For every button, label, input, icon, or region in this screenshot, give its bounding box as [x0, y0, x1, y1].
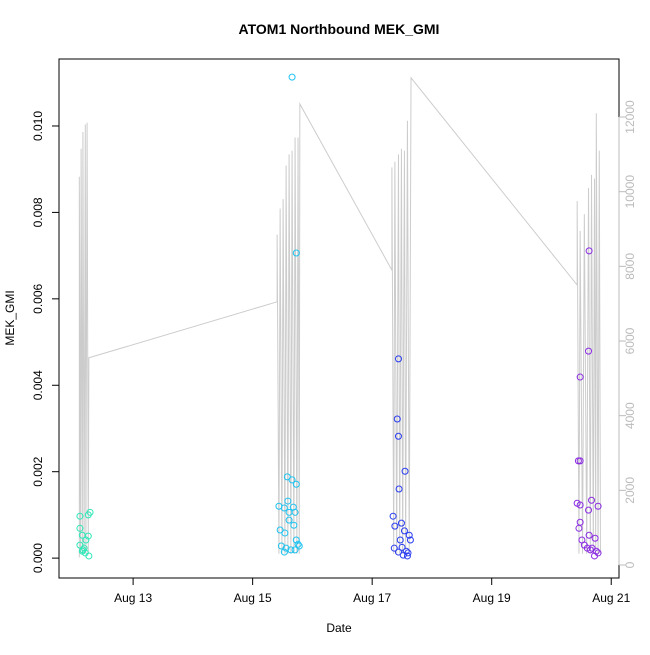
data-point [85, 552, 93, 560]
data-point [282, 544, 290, 552]
data-point [398, 543, 406, 551]
data-point [288, 73, 296, 81]
x-axis-label: Date [326, 621, 352, 635]
data-point [406, 536, 414, 544]
y2-tick-label: 8000 [623, 253, 637, 280]
y-axis-label: MEK_GMI [3, 290, 17, 345]
data-point [281, 529, 289, 537]
data-point [394, 548, 402, 556]
data-point [585, 347, 593, 355]
data-point [290, 521, 298, 529]
data-point [79, 546, 87, 554]
y2-tick-label: 4000 [623, 402, 637, 429]
data-point [400, 527, 408, 535]
y2-tick-label: 10000 [623, 175, 637, 209]
data-point [292, 249, 300, 257]
y-tick-label: 0.004 [31, 370, 45, 400]
data-point [585, 247, 593, 255]
data-point [283, 473, 291, 481]
y2-tick-label: 2000 [623, 477, 637, 504]
y-tick-label: 0.008 [31, 197, 45, 227]
data-point [291, 546, 299, 554]
data-point [82, 536, 90, 544]
y-tick-label: 0.010 [31, 111, 45, 141]
data-point [405, 531, 413, 539]
data-point [585, 531, 593, 539]
data-point [76, 524, 84, 532]
data-point [588, 496, 596, 504]
data-point [576, 457, 584, 465]
y2-tick-label: 12000 [623, 100, 637, 134]
data-point [591, 534, 599, 542]
data-point [575, 524, 583, 532]
data-point [399, 551, 407, 559]
data-point [292, 536, 300, 544]
data-point [276, 526, 284, 534]
data-point [76, 512, 84, 520]
plot-frame [58, 58, 620, 579]
data-point [288, 476, 296, 484]
data-point [585, 506, 593, 514]
data-point [576, 373, 584, 381]
data-point [389, 512, 397, 520]
data-point [393, 415, 401, 423]
data-point [284, 497, 292, 505]
data-point [285, 516, 293, 524]
data-point [397, 519, 405, 527]
y2-tick-label: 0 [623, 561, 637, 568]
y-tick-label: 0.006 [31, 283, 45, 313]
chart-title: ATOM1 Northbound MEK_GMI [239, 21, 440, 37]
y-tick-label: 0.002 [31, 456, 45, 486]
data-point [84, 532, 92, 540]
data-point [391, 522, 399, 530]
x-tick-label: Aug 21 [592, 591, 630, 605]
data-point [594, 502, 602, 510]
data-point [395, 485, 403, 493]
x-tick-label: Aug 15 [234, 591, 272, 605]
x-tick-label: Aug 17 [353, 591, 391, 605]
data-point [403, 552, 411, 560]
data-point [292, 480, 300, 488]
y2-tick-label: 6000 [623, 327, 637, 354]
data-point [280, 504, 288, 512]
data-point [590, 552, 598, 560]
data-point [576, 501, 584, 509]
data-point [586, 546, 594, 554]
x-tick-label: Aug 19 [473, 591, 511, 605]
series-line [78, 76, 601, 558]
data-point [287, 546, 295, 554]
data-point [401, 467, 409, 475]
data-point [294, 540, 302, 548]
data-point [390, 544, 398, 552]
data-point [86, 508, 94, 516]
data-point [295, 542, 303, 550]
data-point [291, 508, 299, 516]
data-point [394, 432, 402, 440]
x-tick-label: Aug 13 [114, 591, 152, 605]
data-point [396, 536, 404, 544]
data-point [280, 548, 288, 556]
y-tick-label: 0.000 [31, 543, 45, 573]
data-point [394, 355, 402, 363]
